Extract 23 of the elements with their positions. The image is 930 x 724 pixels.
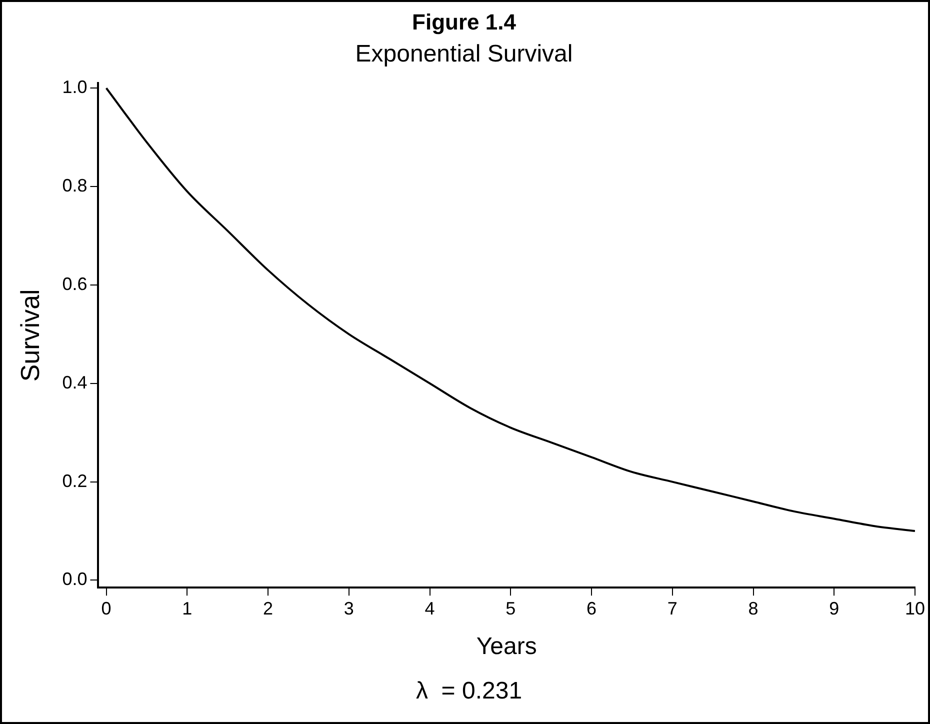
chart-subtitle: Exponential Survival xyxy=(355,40,573,68)
x-tick-label: 1 xyxy=(182,598,192,618)
x-tick-label: 3 xyxy=(344,598,354,618)
y-axis-title: Survival xyxy=(14,289,45,382)
y-tick-label: 0.8 xyxy=(62,176,88,196)
chart-title: Figure 1.4 xyxy=(412,9,517,34)
y-tick-label: 0.0 xyxy=(62,569,88,590)
x-tick-label: 9 xyxy=(829,598,840,618)
x-tick-label: 4 xyxy=(424,598,435,618)
x-tick-label: 6 xyxy=(586,598,597,618)
x-tick-label: 8 xyxy=(748,598,758,618)
text: λ = 0.231 xyxy=(416,678,522,705)
line-series xyxy=(105,87,915,532)
x-tick-label: 2 xyxy=(263,598,274,618)
y-tick-label: 1.0 xyxy=(62,77,88,98)
x-tick-label: 7 xyxy=(667,598,678,618)
x-tick-label: 5 xyxy=(506,598,516,618)
y-tick-label: 0.2 xyxy=(62,470,88,491)
x-tick-label: 0 xyxy=(101,598,112,618)
x-tick-label: 10 xyxy=(904,598,926,618)
y-tick-label: 0.6 xyxy=(62,274,88,294)
y-tick-label: 0.4 xyxy=(62,372,88,392)
x-axis-title: Years xyxy=(476,633,537,660)
